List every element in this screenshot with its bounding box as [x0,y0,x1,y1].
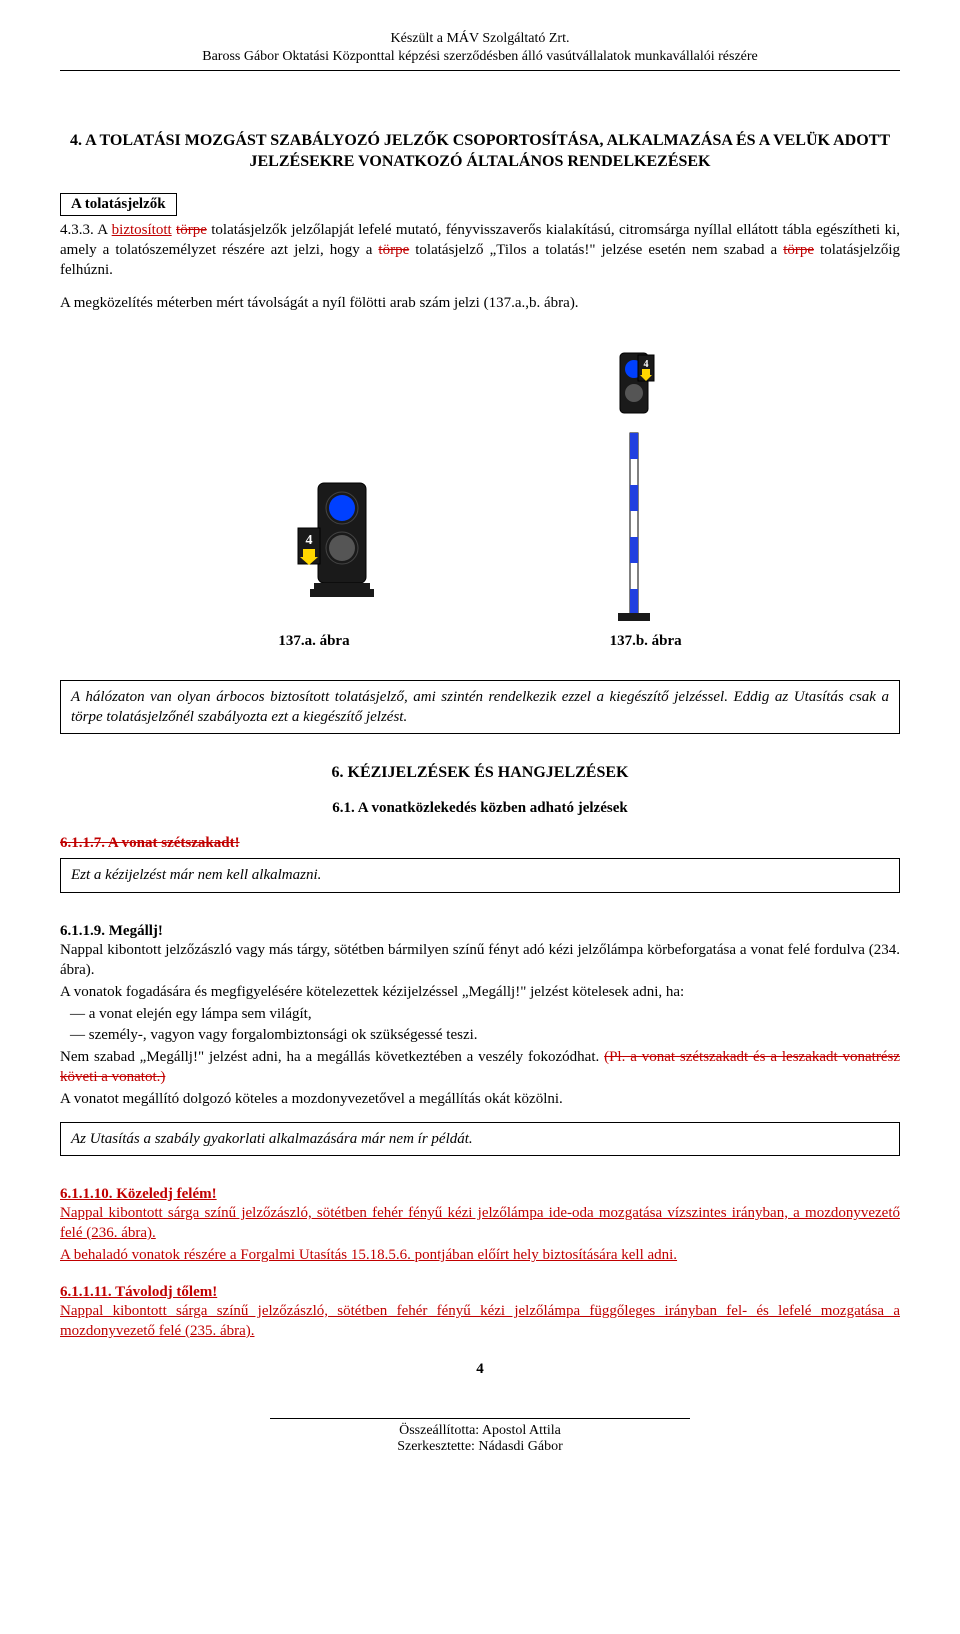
p-6119-3a: Nem szabad „Megállj!" jelzést adni, ha a… [60,1049,604,1065]
figure-row: 4 4 [60,343,900,623]
p-61111-1: Nappal kibontott sárga színű jelzőzászló… [60,1301,900,1342]
caption-137a: 137.a. ábra [278,633,349,650]
p433-a: 4.3.3. A [60,222,112,238]
p-6119-2: A vonatok fogadására és megfigyelésére k… [60,982,900,1002]
caption-137b: 137.b. ábra [610,633,682,650]
figure-137b: 4 [600,343,670,623]
p433-h: törpe [783,242,814,258]
paragraph-433: 4.3.3. A biztosított törpe tolatásjelzők… [60,220,900,281]
section-6-title: 6. KÉZIJELZÉSEK ÉS HANGJELZÉSEK [60,764,900,782]
note-box-6119: Az Utasítás a szabály gyakorlati alkalma… [60,1122,900,1156]
p433-f: törpe [378,242,409,258]
note-box-signals: A hálózaton van olyan árbocos biztosítot… [60,680,900,735]
dwarf-signal-svg: 4 [290,473,380,623]
heading-61110: 6.1.1.10. Közeledj felém! [60,1186,900,1203]
p-61110-2: A behaladó vonatok részére a Forgalmi Ut… [60,1245,900,1265]
struck-6117: 6.1.1.7. A vonat szétszakadt! [60,835,900,852]
p-6119-4: A vonatot megállító dolgozó köteles a mo… [60,1089,900,1109]
paragraph-distance: A megközelítés méterben mért távolságát … [60,293,900,313]
figure-137a: 4 [290,473,380,623]
footer-line2: Szerkesztette: Nádasdi Gábor [60,1439,900,1455]
p-6119-1: Nappal kibontott jelzőzászló vagy más tá… [60,940,900,981]
header-line1: Készült a MÁV Szolgáltató Zrt. [391,31,570,46]
signal-number-b: 4 [644,359,649,370]
p433-g: tolatásjelző „Tilos a tolatás!" jelzése … [409,242,783,258]
caption-row: 137.a. ábra 137.b. ábra [60,633,900,650]
p433-d: törpe [176,222,207,238]
heading-61111: 6.1.1.11. Távolodj tőlem! [60,1284,900,1301]
p-6119-3: Nem szabad „Megállj!" jelzést adni, ha a… [60,1047,900,1088]
page-header: Készült a MÁV Szolgáltató Zrt. Baross Gá… [60,30,900,71]
li-6119-1: — a vonat elején egy lámpa sem világít, [70,1004,900,1024]
p433-b: biztosított [112,222,172,238]
footer-line1: Összeállította: Apostol Attila [60,1423,900,1439]
note-box-6117: Ezt a kézijelzést már nem kell alkalmazn… [60,858,900,892]
subsection-box-label: A tolatásjelzők [60,193,177,216]
heading-6119: 6.1.1.9. Megállj! [60,923,900,940]
footer: Összeállította: Apostol Attila Szerkeszt… [60,1418,900,1455]
signal-number-a: 4 [306,533,313,548]
section-4-title: 4. A TOLATÁSI MOZGÁST SZABÁLYOZÓ JELZŐK … [60,131,900,173]
mast-signal-svg: 4 [600,343,670,623]
p-61110-1: Nappal kibontott sárga színű jelzőzászló… [60,1203,900,1244]
header-line2: Baross Gábor Oktatási Központtal képzési… [60,48,900,66]
page-number: 4 [60,1361,900,1378]
section-6-1-subtitle: 6.1. A vonatközlekedés közben adható jel… [60,800,900,817]
li-6119-2: — személy-, vagyon vagy forgalombiztonsá… [70,1025,900,1045]
